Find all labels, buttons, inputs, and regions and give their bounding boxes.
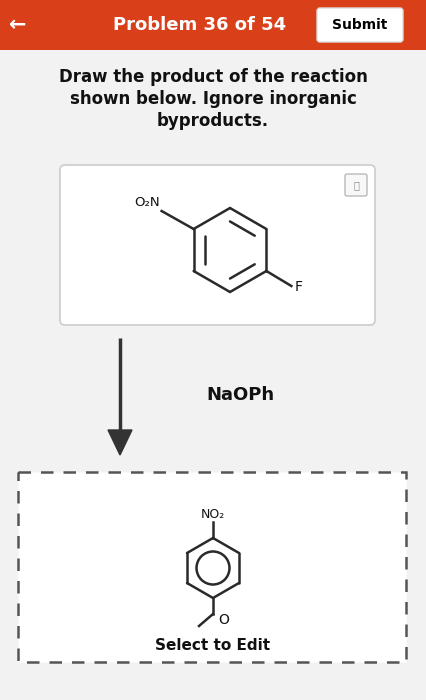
Text: O: O [218,613,228,627]
FancyBboxPatch shape [344,174,366,196]
Text: Select to Edit: Select to Edit [155,638,270,652]
Text: Draw the product of the reaction: Draw the product of the reaction [58,68,367,86]
Text: F: F [294,280,302,294]
FancyBboxPatch shape [316,8,402,42]
FancyBboxPatch shape [0,0,426,50]
Text: Problem 36 of 54: Problem 36 of 54 [113,16,286,34]
Polygon shape [108,430,132,455]
Text: 🔍: 🔍 [352,180,358,190]
FancyBboxPatch shape [18,472,405,662]
Text: NO₂: NO₂ [200,508,225,521]
Text: Submit: Submit [331,18,387,32]
Text: O₂N: O₂N [134,196,159,209]
Text: shown below. Ignore inorganic: shown below. Ignore inorganic [69,90,356,108]
Text: NaOPh: NaOPh [205,386,273,404]
Text: byproducts.: byproducts. [157,112,268,130]
FancyBboxPatch shape [60,165,374,325]
Text: ←: ← [9,15,27,35]
